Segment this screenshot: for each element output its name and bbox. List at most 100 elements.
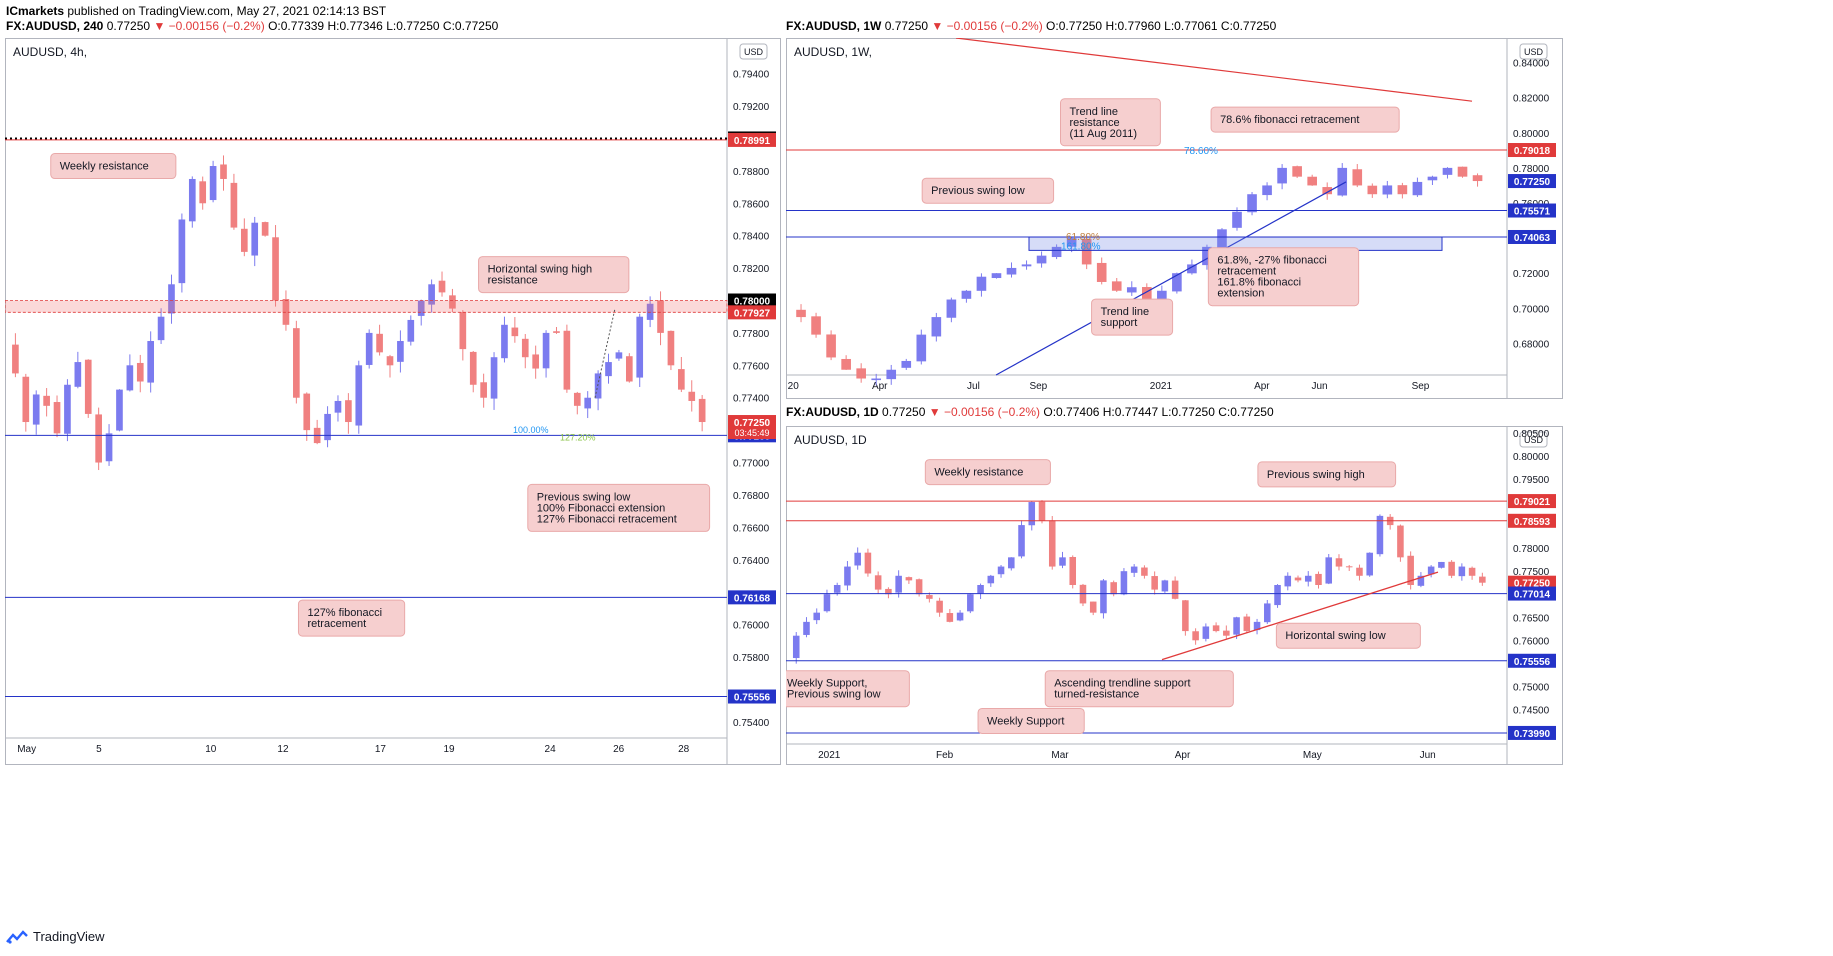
y-tick-label: 0.70000 [1513, 304, 1550, 315]
currency-badge[interactable] [1519, 43, 1548, 60]
candle-body [826, 334, 836, 358]
fib-guide-line [594, 308, 616, 398]
candle-body [803, 621, 810, 635]
candle-body [1307, 176, 1317, 186]
candle-body [397, 341, 404, 362]
annotation-callout[interactable]: Weekly resistance [50, 153, 177, 180]
y-tick-label: 0.76600 [733, 523, 770, 534]
candle-body [854, 552, 861, 566]
candle-body [459, 312, 467, 350]
candle-body [796, 309, 806, 318]
candle-body [1223, 630, 1230, 636]
candle-body [1262, 185, 1272, 196]
tradingview-brand[interactable]: TradingView [6, 929, 105, 944]
last-price-label-bg [728, 415, 776, 440]
candle-body [1232, 211, 1242, 228]
currency-badge[interactable] [739, 43, 768, 60]
chart-1w[interactable]: AUDUSD, 1W, USD 0.84000 0.82000 0.80000 0.780… [786, 38, 1563, 399]
candle-body [997, 566, 1005, 575]
candle-body [636, 316, 644, 378]
callout-box [478, 256, 630, 294]
callout-box [1044, 670, 1234, 708]
candle-body [1081, 238, 1092, 265]
candles-group [796, 163, 1483, 386]
candle-body [1021, 264, 1032, 267]
annotation-callout[interactable]: Weekly resistance [924, 459, 1051, 486]
candle-body [1120, 571, 1128, 595]
y-tick-label: 0.84000 [1513, 59, 1550, 70]
candle-body [1366, 552, 1373, 576]
annotation-callout[interactable]: 78.6% fibonacci retracement [1210, 106, 1400, 133]
candle-body [901, 360, 912, 368]
callout-text: Horizontal swing high [488, 264, 593, 276]
candle-body [823, 594, 831, 612]
publisher-name[interactable]: ICmarkets [6, 4, 65, 18]
chart-4h[interactable]: AUDUSD, 4h, USD 0.79400 0.79200 0.78800 0.786… [5, 38, 781, 765]
candle-body [407, 319, 415, 342]
candle-body [490, 357, 498, 399]
callout-text: 127% fibonacci [307, 607, 382, 619]
candle-body [532, 354, 539, 369]
candle-body [1472, 175, 1483, 182]
candle-body [116, 389, 123, 431]
candle-body [1427, 566, 1435, 575]
candle-body [1100, 580, 1107, 614]
callout-text: Weekly resistance [934, 467, 1023, 479]
x-tick-label: Feb [936, 750, 954, 761]
candle-body [105, 433, 113, 462]
candle-body [1427, 176, 1438, 181]
annotation-callout[interactable]: Ascending trendline supportturned-resist… [1044, 670, 1234, 708]
candle-body [1325, 557, 1333, 584]
candle-body [1018, 525, 1025, 557]
candle-body [885, 588, 892, 595]
x-tick-label: Apr [1254, 381, 1270, 392]
callout-text: 100% Fibonacci extension [537, 502, 665, 514]
annotation-callout[interactable]: Horizontal swing low [1275, 622, 1421, 649]
candle-body [1212, 625, 1220, 632]
chart-title: AUDUSD, 4h, [13, 45, 87, 59]
candle-body [1304, 575, 1312, 582]
candle-body [1335, 558, 1343, 567]
candle-body [1243, 616, 1251, 632]
currency-badge[interactable] [1519, 431, 1548, 448]
callout-box [50, 153, 177, 180]
candle-body [1284, 575, 1292, 587]
fib-label-786: 78.60% [1184, 146, 1218, 157]
candle-body [157, 316, 165, 341]
annotation-callout[interactable]: Weekly Support [977, 707, 1085, 734]
candle-body [864, 552, 872, 574]
annotation-callout[interactable]: Previous swing low [921, 177, 1055, 204]
candle-body [833, 585, 841, 593]
callout-text: Horizontal swing low [1285, 630, 1385, 642]
candle-body [946, 613, 954, 622]
candle-body [168, 284, 175, 314]
y-tick-label: 0.72000 [1513, 269, 1550, 280]
candles-group [792, 500, 1486, 664]
candle-body [1277, 167, 1287, 184]
price-label-bg [728, 689, 776, 704]
price-label-bg [1508, 229, 1556, 244]
candle-body [1202, 626, 1210, 639]
candle-body [1247, 194, 1257, 213]
x-tick-label: 12 [277, 744, 289, 755]
symbol-line-1d: FX:AUDUSD, 1D 0.77250 ▼ −0.00156 (−0.2%)… [786, 405, 1274, 419]
y-tick-label: 0.76000 [1513, 636, 1550, 647]
candle-body [32, 394, 40, 425]
annotation-callout[interactable]: Weekly Support,Previous swing low [786, 670, 910, 708]
candle-body [12, 344, 19, 374]
x-tick-label: Sep [1029, 381, 1047, 392]
y-tick-label: 0.77400 [733, 394, 770, 405]
chart-title: AUDUSD, 1D [794, 433, 867, 447]
candle-body [1337, 167, 1348, 196]
price-label: 0.74063 [1514, 233, 1551, 244]
last-price-label: 0.77250 [734, 418, 771, 429]
annotation-callout[interactable]: Previous swing high [1257, 461, 1397, 488]
candle-body [1233, 617, 1240, 635]
